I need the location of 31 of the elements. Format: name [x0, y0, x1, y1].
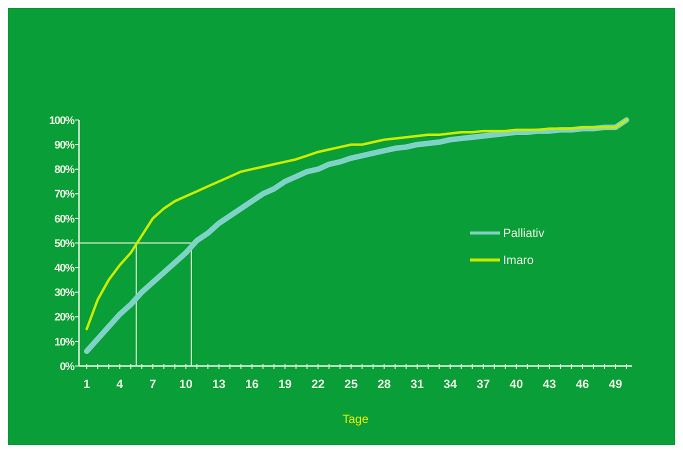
- y-tick-label: 10%: [54, 336, 76, 348]
- y-tick-label: 60%: [54, 213, 76, 226]
- y-tick-label: 30%: [54, 287, 76, 300]
- y-tick-label: 20%: [54, 312, 76, 324]
- x-tick-label: 28: [377, 377, 392, 391]
- x-tick-label: 43: [542, 377, 556, 391]
- x-tick-label: 37: [476, 377, 490, 391]
- legend-label: Palliativ: [503, 226, 544, 240]
- x-tick-label: 49: [608, 377, 622, 391]
- x-tick-label: 4: [116, 377, 124, 391]
- y-tick-label: 40%: [54, 262, 76, 274]
- x-tick-label: 13: [212, 377, 226, 391]
- y-tick-label: 50%: [54, 238, 76, 250]
- x-tick-label: 22: [311, 377, 326, 391]
- x-tick-label: 31: [410, 377, 424, 391]
- x-tick-label: 16: [245, 377, 259, 391]
- x-tick-label: 7: [149, 377, 156, 391]
- legend-label: Imaro: [503, 253, 534, 268]
- y-tick-label: 90%: [54, 139, 76, 152]
- x-tick-label: 46: [576, 377, 590, 391]
- y-tick-label: 70%: [54, 188, 76, 201]
- x-tick-label: 19: [278, 377, 292, 391]
- x-tick-label: 1: [83, 377, 90, 391]
- x-tick-label: 40: [510, 377, 524, 391]
- x-axis-title: Tage: [342, 412, 369, 426]
- x-tick-label: 10: [179, 377, 193, 391]
- y-tick-label: 100%: [49, 114, 76, 127]
- x-tick-label: 25: [344, 377, 358, 391]
- x-tick-label: 34: [444, 377, 458, 391]
- y-tick-label: 80%: [54, 164, 76, 176]
- y-tick-label: 0%: [60, 360, 76, 373]
